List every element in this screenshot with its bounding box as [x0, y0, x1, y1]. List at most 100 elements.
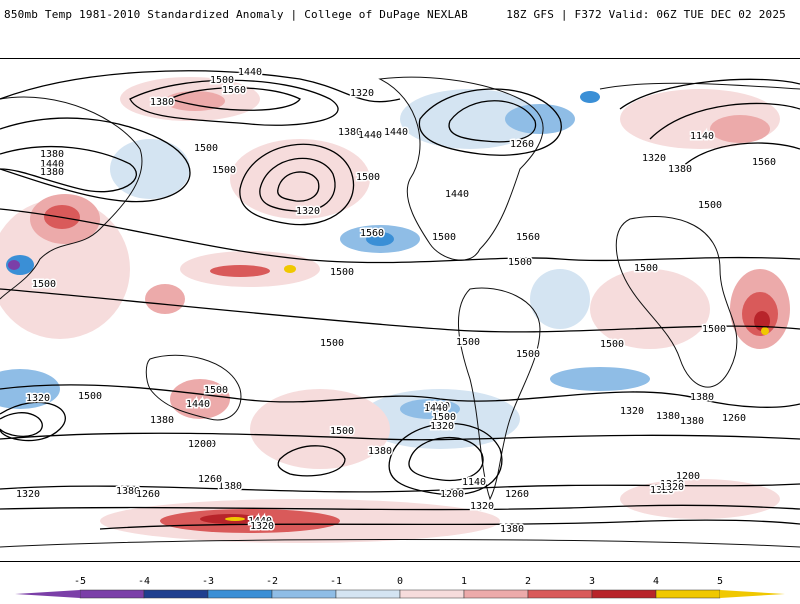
colorbar-segment — [335, 589, 401, 599]
contour-label: 1500 — [204, 385, 228, 396]
contour-label: 1500 — [456, 337, 480, 348]
contour-label: 1440 — [186, 399, 210, 410]
contour-label: 1320 — [250, 521, 274, 532]
colorbar-segment — [143, 589, 209, 599]
contour-line — [239, 143, 355, 226]
anomaly-patch — [250, 389, 390, 469]
contour-label: 1320 — [642, 153, 666, 164]
anomaly-map: 1440 1500 1560 1380 1320 1260 1140 1320 1380 1560… — [0, 58, 800, 562]
contour-label: 1320 — [426, 401, 450, 412]
coastline-north-america — [378, 76, 544, 261]
contour-line — [99, 519, 800, 530]
map-canvas: 1440150015601380132012601140132013801560… — [0, 66, 800, 548]
contour-label: 1260 — [136, 489, 160, 500]
contour-label: 1500 — [330, 267, 354, 278]
contour-line — [388, 422, 503, 496]
contour-label: 1560 — [516, 232, 540, 243]
height-contours — [0, 70, 800, 530]
colorbar-tick-label: -1 — [330, 576, 342, 587]
colorbar-tick-label: 1 — [461, 576, 467, 587]
anomaly-patch — [590, 269, 710, 349]
contour-label: 1500 — [330, 426, 354, 437]
colorbar-segment — [207, 589, 273, 599]
contour-label: 1380 — [668, 164, 692, 175]
colorbar-segment — [655, 589, 721, 599]
contour-label: 1320 — [430, 421, 454, 432]
anomaly-patch — [210, 265, 270, 277]
contour-label: 1500 — [702, 324, 726, 335]
anomaly-patch — [761, 327, 769, 335]
contour-label: 1500 — [698, 200, 722, 211]
contour-label: 1500 — [78, 391, 102, 402]
contour-label: 1320 — [470, 501, 494, 512]
colorbar-tick-label: 3 — [589, 576, 595, 587]
contour-label: 1440 — [358, 130, 382, 141]
contour-line — [679, 142, 800, 170]
colorbar-min-arrow — [15, 590, 80, 598]
contour-line — [277, 445, 346, 477]
contour-label: 1260 — [680, 416, 704, 427]
anomaly-patch — [165, 91, 225, 111]
contour-label: 1380 — [680, 416, 704, 427]
contour-line — [0, 145, 137, 193]
contour-label: 1320 — [350, 88, 374, 99]
contour-label: 1380 — [368, 446, 392, 457]
coastlines — [0, 76, 800, 548]
contour-label: 1440 — [238, 67, 262, 78]
contour-label: 1380 — [150, 415, 174, 426]
contour-line — [0, 288, 800, 333]
contour-label: 1200 — [188, 439, 212, 450]
contour-label: 1380 — [40, 149, 64, 160]
contour-label: 1320 — [620, 406, 644, 417]
contour-label: 1500 — [32, 279, 56, 290]
map-title: 850mb Temp 1981-2010 Standardized Anomal… — [4, 8, 468, 21]
contour-label: 1260 — [660, 479, 684, 490]
colorbar-tick-label: -5 — [74, 576, 86, 587]
anomaly-patch — [110, 139, 190, 199]
anomaly-patch — [580, 91, 600, 103]
header: 850mb Temp 1981-2010 Standardized Anomal… — [0, 0, 800, 34]
contour-label: 1200 — [440, 489, 464, 500]
contour-label: 1380 — [150, 97, 174, 108]
contour-line — [168, 87, 301, 111]
colorbar-tick-label: 0 — [397, 576, 403, 587]
coastline-antarctica — [0, 539, 800, 548]
contour-label: 1500 — [600, 339, 624, 350]
colorbar-canvas: -5 -4 -3 -2 -1 0 1 2 3 4 5 — [15, 576, 785, 599]
contour-line — [448, 100, 537, 143]
anomaly-patch — [530, 269, 590, 329]
contour-line — [619, 78, 800, 110]
contour-line — [408, 436, 484, 482]
colorbar-tick-label: -3 — [202, 576, 214, 587]
colorbar-segment — [463, 589, 529, 599]
coastline-australia — [145, 354, 242, 421]
colorbar-segment — [591, 589, 657, 599]
colorbar: -5 -4 -3 -2 -1 0 1 2 3 4 5 — [0, 568, 800, 600]
contour-label: 1440 — [424, 403, 448, 414]
anomaly-patch — [230, 139, 370, 219]
contour-label: 1380 — [116, 486, 140, 497]
anomaly-patch — [550, 367, 650, 391]
colorbar-tick-label: 5 — [717, 576, 723, 587]
contour-line — [0, 70, 401, 103]
anomaly-patch — [170, 379, 230, 419]
contour-label: 1500 — [210, 75, 234, 86]
contour-label: 1260 — [198, 474, 222, 485]
contour-label: 1500 — [194, 143, 218, 154]
contour-label: 1320 — [650, 485, 674, 496]
colorbar-segment — [79, 589, 145, 599]
anomaly-patch — [284, 265, 296, 273]
contour-label: 1440 — [248, 516, 272, 527]
contour-label: 1260 — [722, 413, 746, 424]
contour-line — [418, 88, 562, 156]
colorbar-segment — [271, 589, 337, 599]
contour-label: 1320 — [296, 206, 320, 217]
contour-line — [0, 384, 800, 408]
contour-label: 1500 — [212, 165, 236, 176]
contour-line — [649, 102, 800, 140]
contour-label: 1500 — [516, 349, 540, 360]
contour-label: 1320 — [26, 393, 50, 404]
anomaly-patch — [0, 199, 130, 339]
anomaly-patch — [0, 369, 60, 409]
contour-line — [0, 504, 800, 511]
